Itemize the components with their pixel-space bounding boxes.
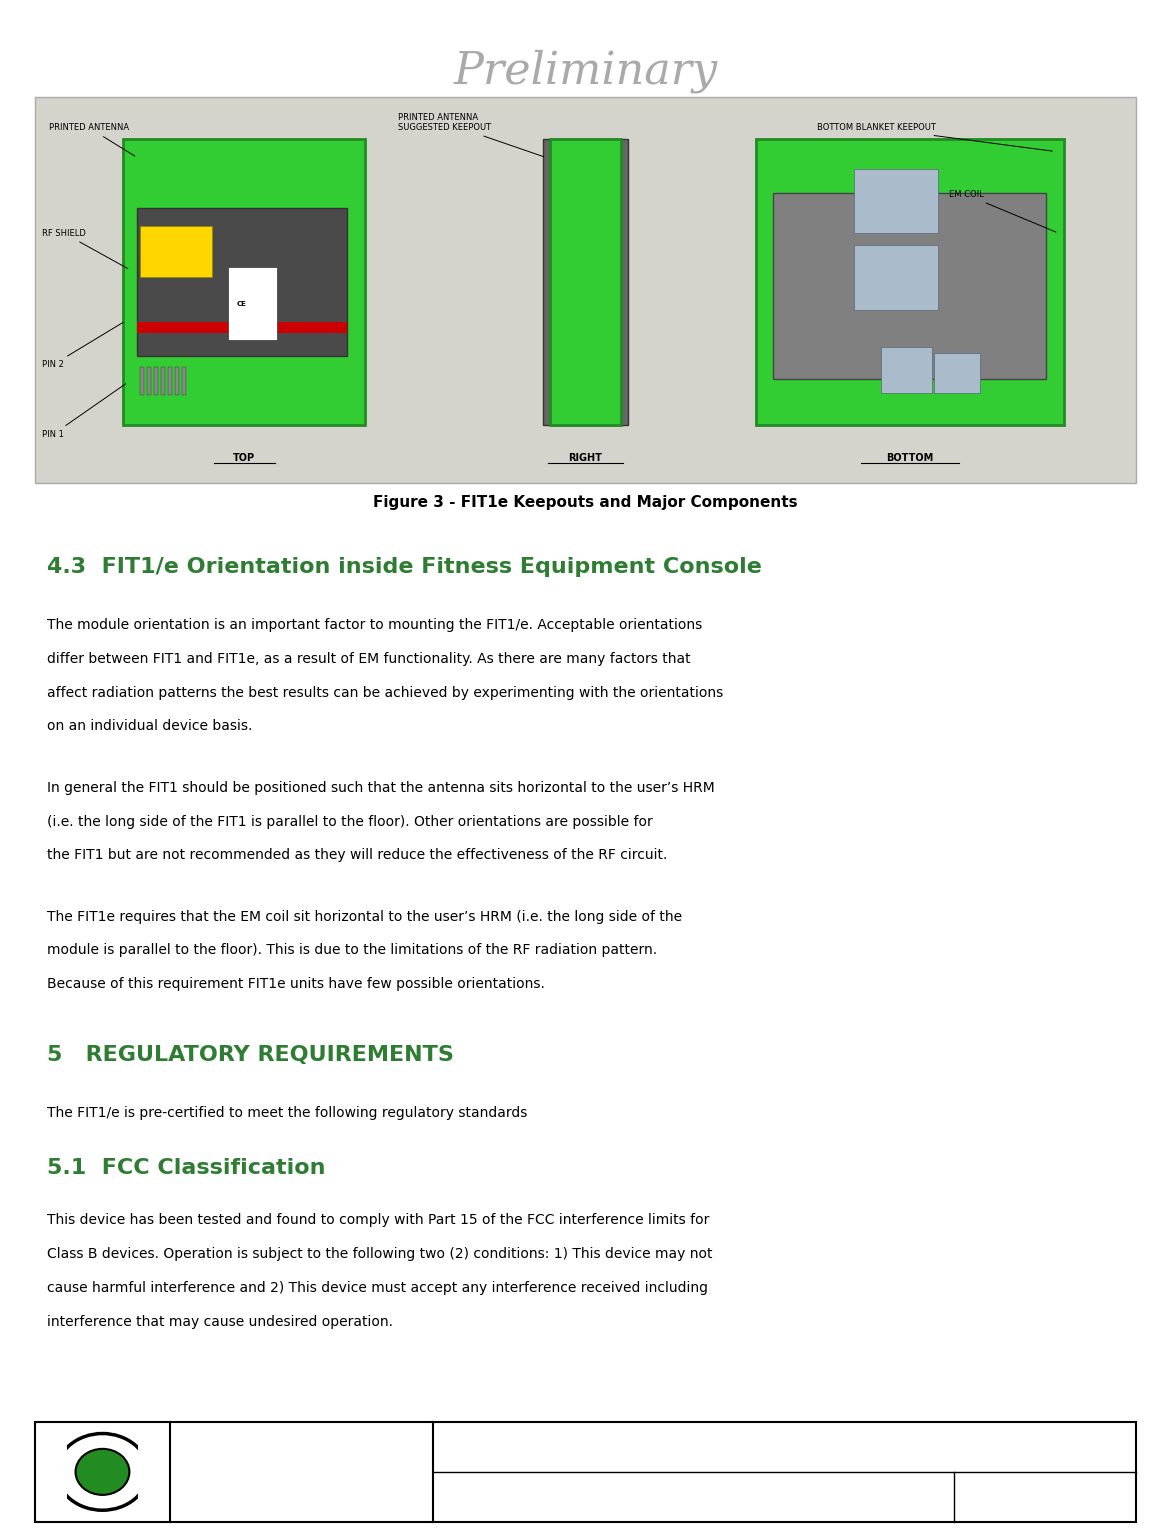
Text: Class B devices. Operation is subject to the following two (2) conditions: 1) Th: Class B devices. Operation is subject to… [47,1247,712,1261]
Ellipse shape [75,1448,129,1494]
Text: The module orientation is an important factor to mounting the FIT1/e. Acceptable: The module orientation is an important f… [47,618,703,632]
Text: differ between FIT1 and FIT1e, as a result of EM functionality. As there are man: differ between FIT1 and FIT1e, as a resu… [47,652,691,666]
Bar [137,209,347,356]
Bar [549,140,622,425]
Text: D00001279: D00001279 [576,1491,648,1502]
Text: 5.1  FCC Classification: 5.1 FCC Classification [47,1158,326,1178]
Text: PIN 2: PIN 2 [42,322,123,370]
Text: module is parallel to the floor). This is due to the limitations of the RF radia: module is parallel to the floor). This i… [47,943,657,957]
Text: DOCUMENT NO:: DOCUMENT NO: [447,1491,540,1502]
Text: of 9: of 9 [1048,1491,1073,1502]
Text: TITLE:  FIT1/e USER MANUAL Rev 0.A: TITLE: FIT1/e USER MANUAL Rev 0.A [447,1440,652,1450]
Text: BOTTOM BLANKET KEEPOUT: BOTTOM BLANKET KEEPOUT [816,123,1053,150]
Text: PRINTED ANTENNA: PRINTED ANTENNA [49,123,135,156]
Text: In general the FIT1 should be positioned such that the antenna sits horizontal t: In general the FIT1 should be positioned… [47,781,714,795]
Text: This device has been tested and found to comply with Part 15 of the FCC interfer: This device has been tested and found to… [47,1213,710,1227]
Text: interference that may cause undesired operation.: interference that may cause undesired op… [47,1315,392,1328]
Text: affect radiation patterns the best results can be achieved by experimenting with: affect radiation patterns the best resul… [47,686,723,700]
Bar [756,140,1064,425]
Bar [137,322,347,333]
Text: on an individual device basis.: on an individual device basis. [47,719,252,733]
Bar [854,245,938,310]
Text: cause harmful interference and 2) This device must accept any interference recei: cause harmful interference and 2) This d… [47,1281,707,1295]
Bar [139,225,212,278]
Text: BOTTOM: BOTTOM [886,453,933,463]
Bar [35,1422,1136,1522]
Bar [146,367,151,394]
Text: Preliminary: Preliminary [453,49,718,92]
Bar [228,267,278,341]
Text: The FIT1/e is pre-certified to meet the following regulatory standards: The FIT1/e is pre-certified to meet the … [47,1106,527,1120]
Bar [138,1442,159,1503]
Ellipse shape [56,1433,148,1509]
Text: PRINTED ANTENNA
SUGGESTED KEEPOUT: PRINTED ANTENNA SUGGESTED KEEPOUT [398,114,543,156]
Text: The FIT1e requires that the EM coil sit horizontal to the user’s HRM (i.e. the l: The FIT1e requires that the EM coil sit … [47,910,682,923]
Text: RIGHT: RIGHT [569,453,602,463]
Text: (i.e. the long side of the FIT1 is parallel to the floor). Other orientations ar: (i.e. the long side of the FIT1 is paral… [47,815,652,828]
Text: Because of this requirement FIT1e units have few possible orientations.: Because of this requirement FIT1e units … [47,977,545,991]
Bar [933,353,980,393]
Text: EM COIL: EM COIL [949,190,1056,232]
Text: SHEET:: SHEET: [968,1491,1014,1502]
Text: CE: CE [237,301,247,307]
Bar [35,97,1136,483]
Text: PIN 1: PIN 1 [42,384,125,439]
Text: Dynastream Innovations Inc.: Dynastream Innovations Inc. [212,1445,391,1454]
Bar [153,367,158,394]
Text: Company Confidential: Company Confidential [233,1490,370,1499]
Bar [182,367,186,394]
Bar [46,1442,67,1503]
Bar [123,140,365,425]
Text: 5   REGULATORY REQUIREMENTS: 5 REGULATORY REQUIREMENTS [47,1045,453,1065]
Bar [139,367,144,394]
Bar [160,367,165,394]
Text: RF SHIELD: RF SHIELD [42,229,128,268]
Text: the FIT1 but are not recommended as they will reduce the effectiveness of the RF: the FIT1 but are not recommended as they… [47,848,667,862]
Bar [542,140,629,425]
Text: TOP: TOP [233,453,255,463]
Text: 8: 8 [1036,1491,1045,1502]
Text: Figure 3 - FIT1e Keepouts and Major Components: Figure 3 - FIT1e Keepouts and Major Comp… [374,495,797,511]
Bar [773,193,1046,379]
Bar [854,169,938,233]
Bar [167,367,172,394]
Text: 4.3  FIT1/e Orientation inside Fitness Equipment Console: 4.3 FIT1/e Orientation inside Fitness Eq… [47,557,761,577]
Bar [881,347,932,393]
Bar [174,367,179,394]
